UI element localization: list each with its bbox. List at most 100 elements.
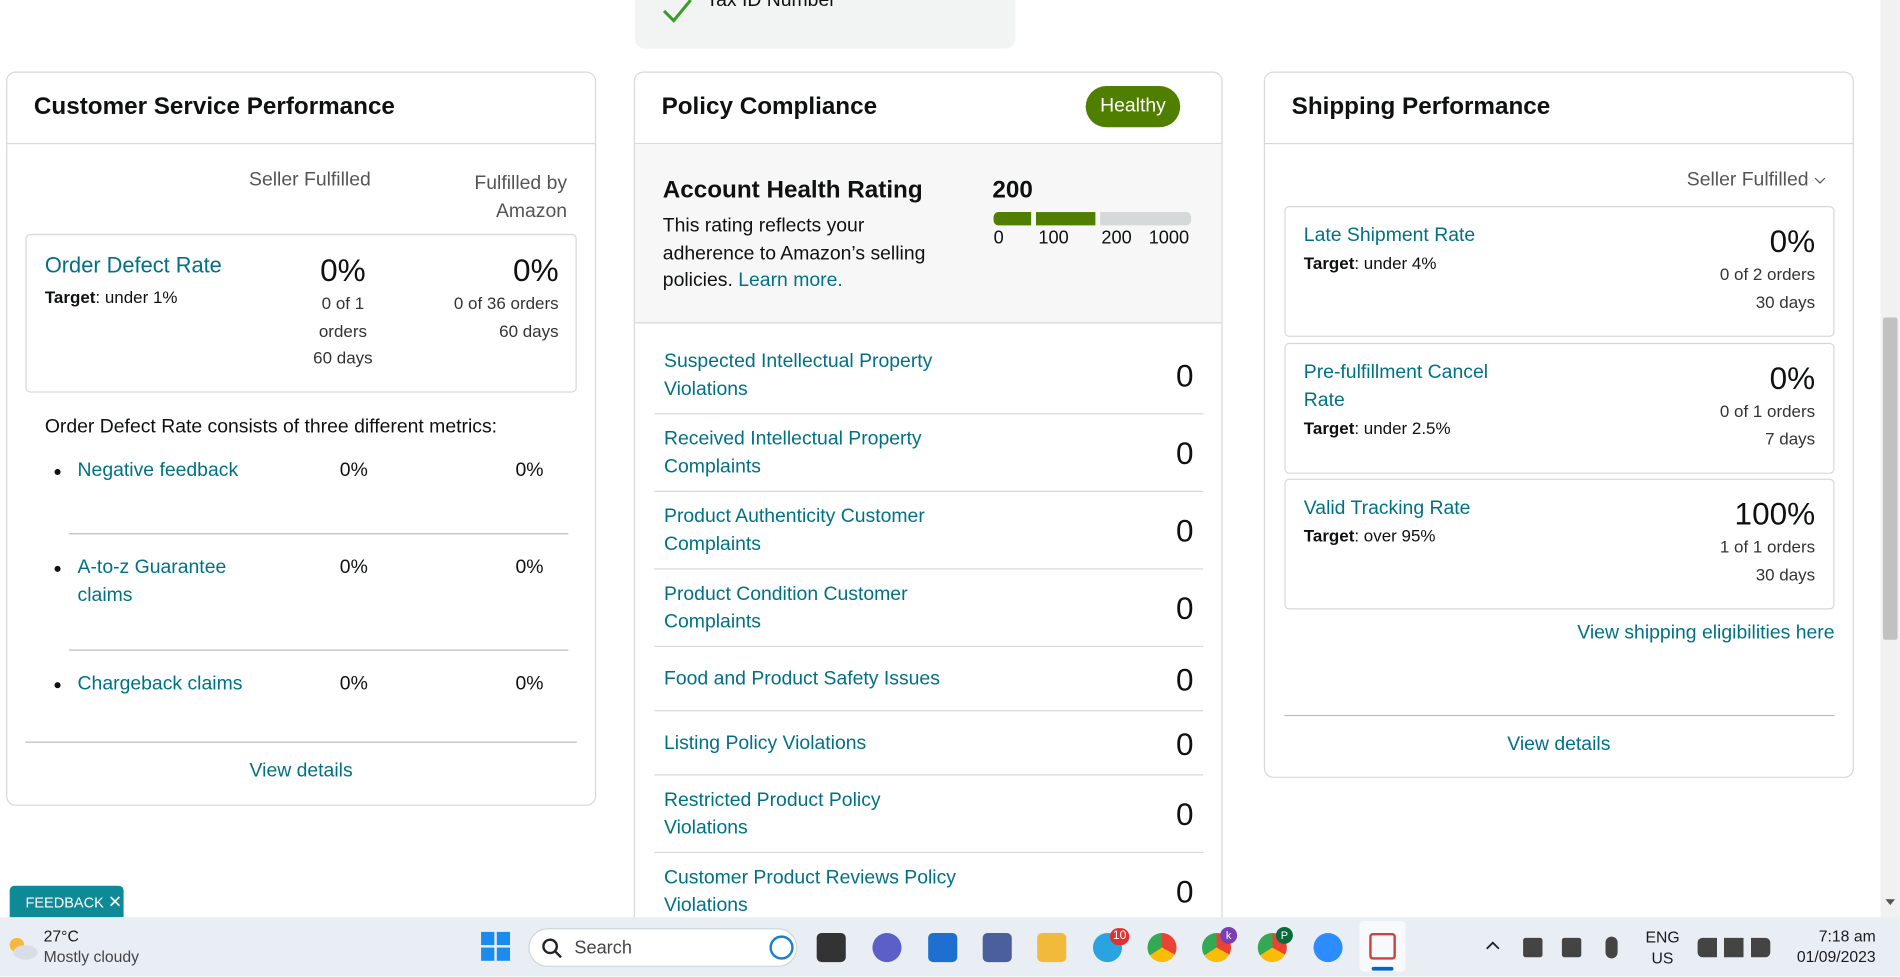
rating-description: This rating reflects your adherence to A… — [662, 215, 926, 291]
top-card-item: Tax ID Number — [706, 0, 836, 11]
policy-link[interactable]: Received Intellectual Property Complaint… — [664, 428, 922, 477]
mic-icon[interactable] — [1605, 936, 1618, 959]
rate: 100% — [1734, 495, 1816, 532]
customer-service-panel: Customer Service Performance Seller Fulf… — [6, 71, 597, 806]
start-button[interactable] — [481, 931, 511, 961]
seller-rate: 0% — [339, 557, 368, 578]
active-app[interactable] — [1359, 920, 1406, 972]
metric-row: Negative feedback 0% 0% — [54, 458, 569, 535]
date: 01/09/2023 — [1796, 947, 1876, 966]
filter-dropdown[interactable]: Seller Fulfilled — [1687, 170, 1826, 192]
rating-title: Account Health Rating — [662, 176, 923, 204]
policy-count: 0 — [1175, 435, 1194, 472]
scale-label: 1000 — [1148, 227, 1190, 249]
learn-more[interactable]: Learn more. — [738, 270, 843, 291]
app-icon[interactable] — [816, 933, 846, 963]
metric-link[interactable]: A-to-z Guarantee claims — [77, 557, 227, 606]
app-icon[interactable] — [928, 933, 958, 963]
seller-rate: 0% — [339, 673, 368, 695]
scroll-thumb[interactable] — [1882, 317, 1898, 640]
app-icon[interactable] — [1313, 933, 1343, 963]
top-card: Tax ID Number — [634, 0, 1016, 49]
weather: Mostly cloudy — [43, 947, 140, 966]
policy-panel: Policy Compliance Healthy Account Health… — [633, 71, 1223, 944]
policy-link[interactable]: Product Authenticity Customer Complaints — [664, 506, 925, 555]
search-placeholder: Search — [574, 937, 632, 959]
tray-icon[interactable] — [1561, 937, 1582, 958]
seller-rate: 0% — [339, 460, 368, 482]
check-icon — [662, 0, 692, 23]
policy-link[interactable]: Listing Policy Violations — [664, 732, 867, 754]
eligibility-link[interactable]: View shipping eligibilities here — [1577, 622, 1835, 644]
policy-link[interactable]: Product Condition Customer Complaints — [664, 584, 908, 632]
policy-count: 0 — [1175, 873, 1194, 910]
fba-rate: 0% — [515, 460, 544, 482]
region: US — [1651, 948, 1674, 967]
app-icon[interactable] — [872, 933, 902, 963]
feedback-tab[interactable]: FEEDBACK ✕ — [9, 885, 124, 918]
policy-link[interactable]: Restricted Product Policy Violations — [664, 790, 881, 838]
policy-row: Suspected Intellectual Property Violatio… — [654, 337, 1204, 415]
rating-text: This rating reflects your adherence to A… — [663, 213, 954, 295]
policy-row: Listing Policy Violations 0 — [654, 711, 1204, 776]
scale-label: 100 — [1038, 227, 1069, 249]
policy-row: Product Condition Customer Complaints 0 — [654, 569, 1204, 648]
metric-link[interactable]: Negative feedback — [77, 460, 239, 482]
policy-count: 0 — [1175, 512, 1194, 549]
search-icon — [542, 938, 562, 959]
target-value: : under 2.5% — [1354, 418, 1451, 438]
column-header: Fulfilled by Amazon — [474, 173, 568, 222]
app-icon[interactable] — [1037, 933, 1067, 963]
search-box[interactable]: Search — [528, 928, 798, 967]
policy-row: Product Authenticity Customer Complaints… — [654, 492, 1204, 570]
panel-title: Shipping Performance — [1291, 93, 1551, 120]
tray-icon[interactable] — [1523, 937, 1543, 958]
fba-rate: 0% — [515, 557, 544, 578]
avatar: P — [1275, 926, 1293, 944]
divider — [1284, 714, 1835, 717]
policy-link[interactable]: Food and Product Safety Issues — [664, 668, 940, 690]
metric-link[interactable]: Late Shipment Rate — [1303, 225, 1476, 246]
scrollbar[interactable] — [1880, 0, 1900, 918]
target-value: : under 4% — [1354, 253, 1437, 273]
weather-icon — [9, 937, 38, 960]
policy-link[interactable]: Customer Product Reviews Policy Violatio… — [664, 867, 956, 916]
target: Target: over 95% — [1304, 526, 1436, 545]
app-icon[interactable] — [1147, 933, 1177, 963]
policy-count: 0 — [1175, 796, 1194, 833]
view-details[interactable]: View details — [249, 760, 353, 782]
time: 7:18 am — [1818, 926, 1876, 946]
target-value: : over 95% — [1354, 525, 1436, 546]
policy-count: 0 — [1175, 357, 1194, 394]
metric-row: Chargeback claims 0% 0% — [54, 671, 568, 746]
detail: 0 of 2 orders — [1719, 264, 1816, 284]
rate-column: 0% 0 of 1 orders 7 days — [1720, 360, 1815, 452]
policy-link[interactable]: Suspected Intellectual Property Violatio… — [664, 351, 933, 400]
shipping-card: Valid Tracking Rate Target: over 95% 100% 1… — [1284, 478, 1835, 610]
divider — [25, 741, 577, 743]
metric-link[interactable]: Pre-fulfillment Cancel Rate — [1303, 362, 1489, 411]
metric-link[interactable]: Chargeback claims — [77, 673, 243, 695]
target: Target: under 4% — [1304, 253, 1437, 272]
rating-segment — [1036, 212, 1096, 226]
bullet — [54, 468, 61, 475]
metric-link[interactable]: Order Defect Rate — [44, 253, 222, 278]
target-label: Target — [1303, 418, 1355, 438]
scroll-arrow[interactable] — [1885, 899, 1896, 906]
view-details[interactable]: View details — [1507, 734, 1611, 755]
detail: 0 of 36 orders — [453, 293, 559, 313]
detail: 0 of 1 orders — [1719, 401, 1816, 421]
language: ENG — [1645, 928, 1680, 947]
tray-chevron[interactable] — [1486, 940, 1501, 950]
close-icon[interactable]: ✕ — [107, 891, 123, 912]
detail: 1 of 1 orders — [1719, 536, 1816, 557]
feedback-label: FEEDBACK — [25, 894, 104, 912]
period: 60 days — [313, 347, 373, 368]
app-icon[interactable] — [982, 933, 1012, 963]
metric-link[interactable]: Valid Tracking Rate — [1303, 498, 1471, 519]
bing-icon[interactable] — [769, 935, 794, 960]
fba-rate: 0% — [515, 673, 544, 695]
scale-label: 0 — [993, 227, 1004, 249]
system-icons[interactable] — [1697, 937, 1771, 958]
